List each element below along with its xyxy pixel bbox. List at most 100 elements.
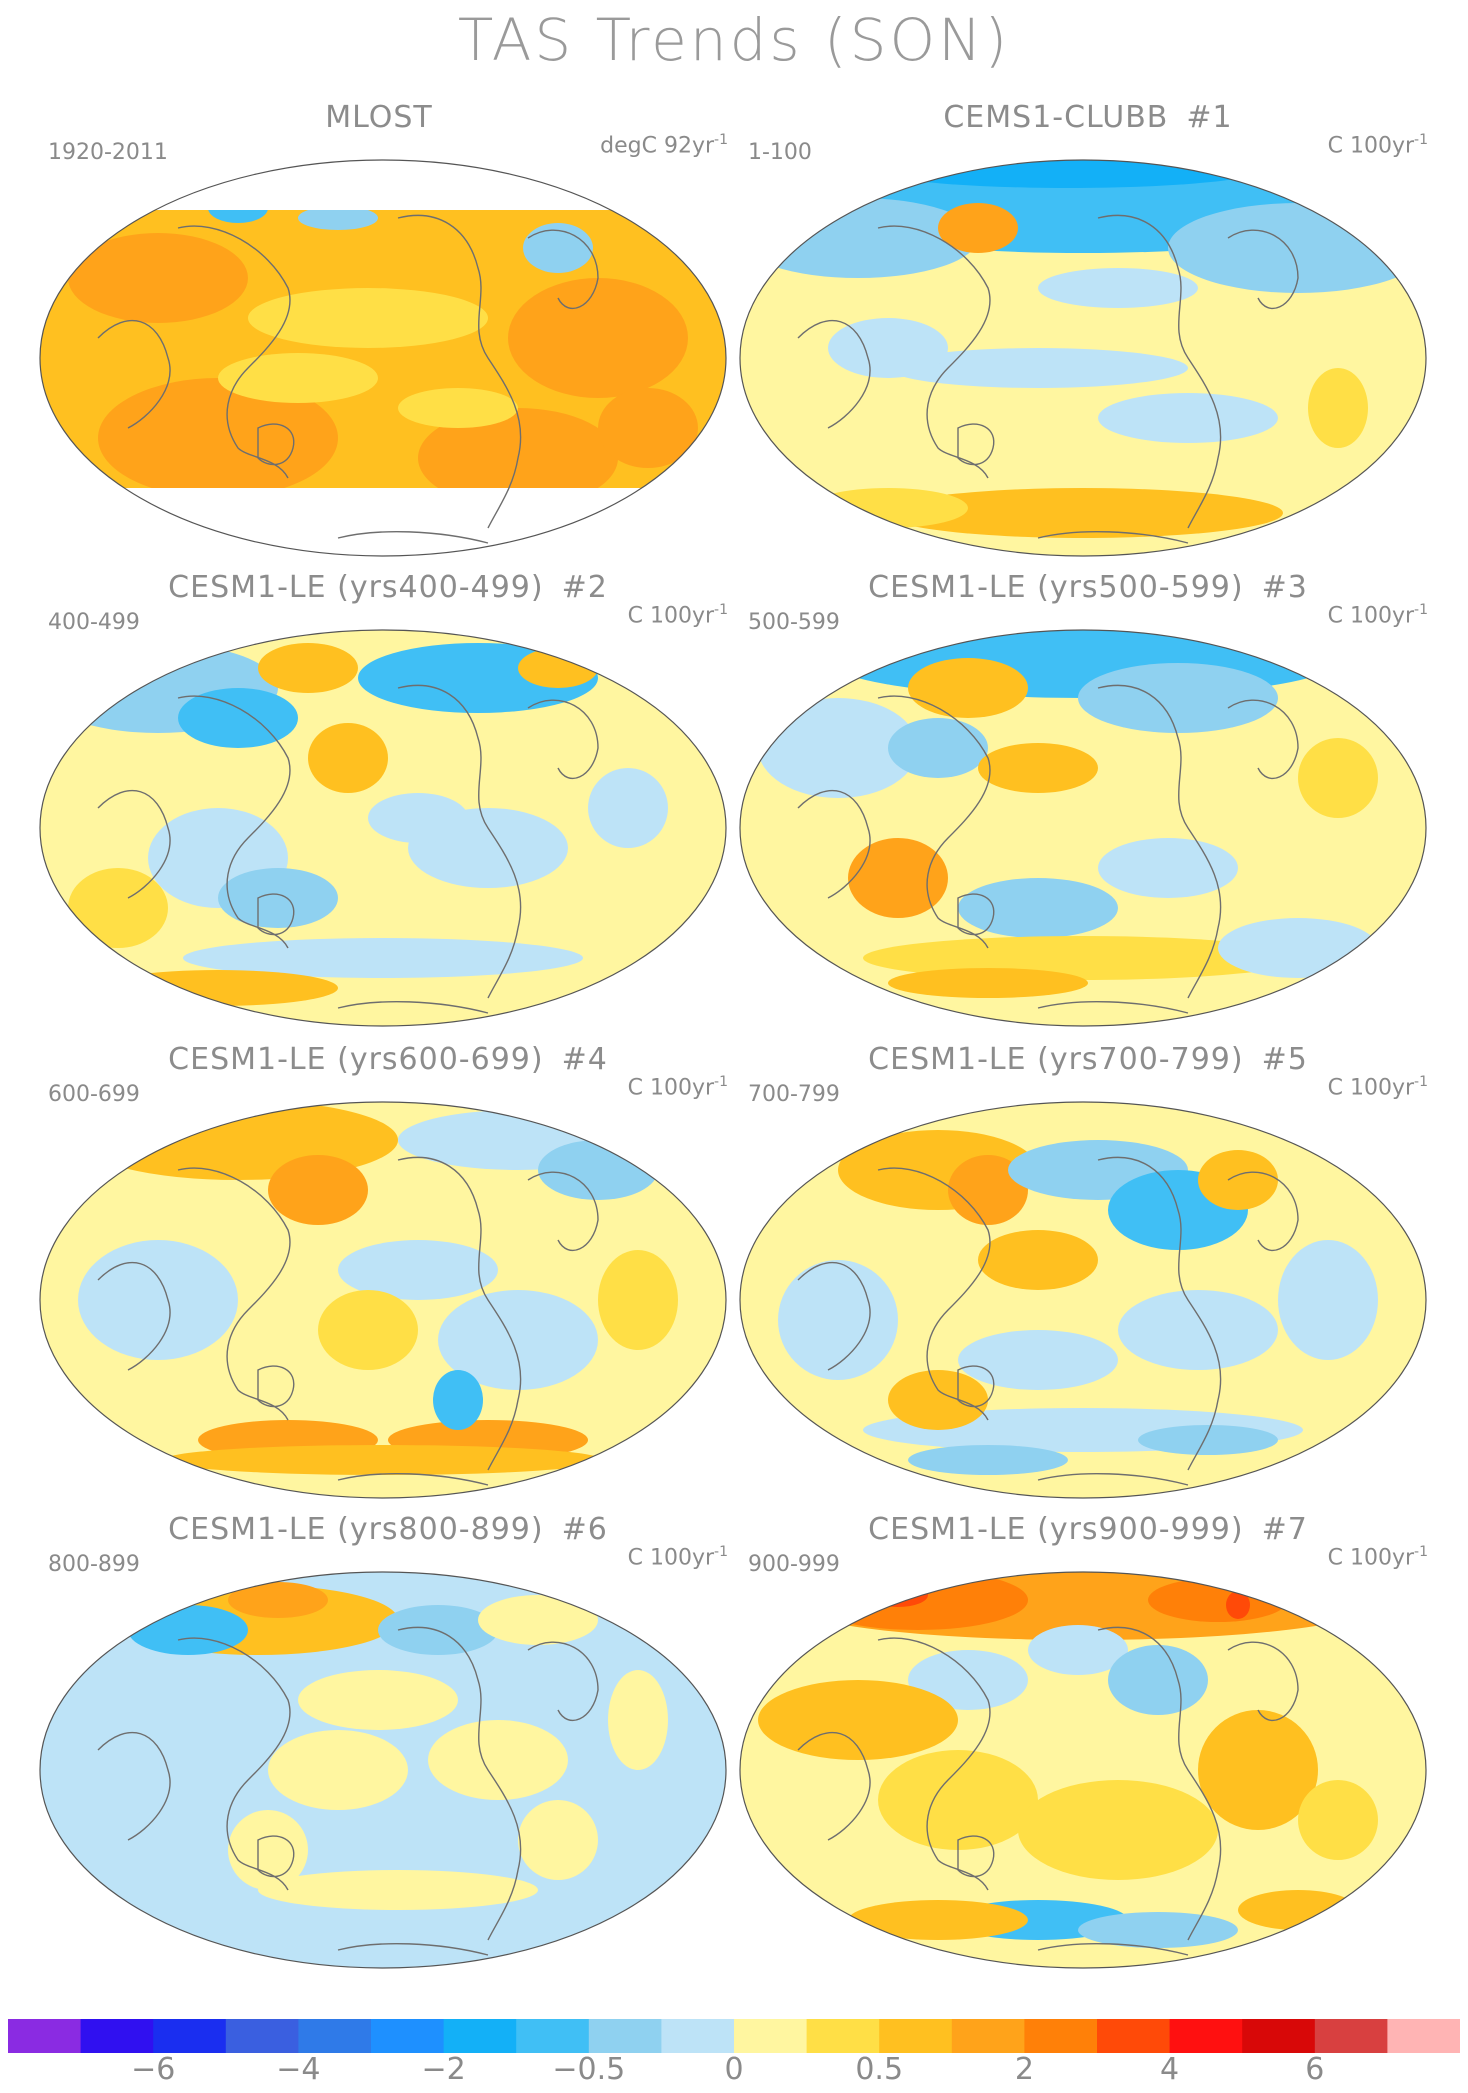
colorbar-swatch bbox=[80, 2019, 154, 2053]
trend-map bbox=[39, 629, 727, 1027]
colorbar-swatch bbox=[1242, 2019, 1316, 2053]
trend-patch bbox=[1226, 1591, 1250, 1619]
trend-patch bbox=[938, 203, 1018, 253]
trend-patch bbox=[308, 723, 388, 793]
panel-title: CESM1-LE (yrs700-799) #5 bbox=[738, 1042, 1438, 1077]
trend-patch bbox=[218, 868, 338, 928]
colorbar-swatch bbox=[588, 2019, 662, 2053]
colorbar-swatch bbox=[8, 2019, 82, 2053]
panel-title-main: CESM1-LE (yrs900-999) bbox=[868, 1512, 1244, 1547]
panel-title: CEMS1-CLUBB #1 bbox=[738, 100, 1438, 135]
panel-period: 500-599 bbox=[748, 610, 840, 635]
colorbar-tick-label: 0.5 bbox=[855, 2052, 904, 2087]
units-superscript: -1 bbox=[714, 132, 728, 148]
coastline bbox=[337, 1001, 489, 1014]
coastline bbox=[1227, 1641, 1299, 1722]
coastline bbox=[257, 893, 295, 936]
coastline bbox=[257, 1835, 295, 1878]
trend-patch bbox=[608, 1670, 668, 1770]
coastline bbox=[1037, 531, 1189, 544]
colorbar-swatch bbox=[1314, 2019, 1388, 2053]
panel-units: C 100yr-1 bbox=[1328, 1074, 1428, 1100]
trend-patch bbox=[758, 1680, 958, 1760]
trend-patch bbox=[908, 1650, 1028, 1710]
coastline bbox=[877, 695, 991, 949]
panel-title-main: CESM1-LE (yrs500-599) bbox=[868, 570, 1244, 605]
map-outline bbox=[739, 1571, 1427, 1969]
map-panel-le6: CESM1-LE (yrs800-899) #6 800-899 C 100yr-1 bbox=[38, 1512, 738, 1972]
panel-units: C 100yr-1 bbox=[628, 1074, 728, 1100]
coastline bbox=[177, 1637, 291, 1891]
map-outline bbox=[39, 1101, 727, 1499]
coastline bbox=[797, 1261, 871, 1371]
colorbar-swatch bbox=[225, 2019, 299, 2053]
trend-patch bbox=[1078, 1912, 1238, 1948]
trend-patch bbox=[888, 348, 1188, 388]
panel-number: #6 bbox=[561, 1512, 608, 1547]
panel-period: 600-699 bbox=[48, 1082, 140, 1107]
colorbar-swatch bbox=[298, 2019, 372, 2053]
coastline bbox=[877, 1167, 991, 1421]
trend-patch bbox=[1018, 1780, 1218, 1880]
units-main: C 100yr bbox=[627, 1075, 715, 1101]
map-outline bbox=[39, 1571, 727, 1969]
panel-units: C 100yr-1 bbox=[1328, 602, 1428, 628]
colorbar-swatch bbox=[1169, 2019, 1243, 2053]
figure-title: TAS Trends (SON) bbox=[457, 6, 1011, 74]
coastline bbox=[1097, 1156, 1222, 1471]
panel-number: #4 bbox=[561, 1042, 608, 1077]
trend-patch bbox=[258, 1870, 538, 1910]
coastline bbox=[1097, 684, 1222, 999]
panel-number: #1 bbox=[1186, 100, 1233, 135]
trend-patch bbox=[1078, 663, 1278, 733]
coastline bbox=[957, 1835, 995, 1878]
panel-period: 1-100 bbox=[748, 140, 812, 165]
panel-title: CESM1-LE (yrs600-699) #4 bbox=[38, 1042, 738, 1077]
trend-patch bbox=[428, 1720, 568, 1800]
map-outline bbox=[739, 1101, 1427, 1499]
trend-patch bbox=[128, 1605, 248, 1655]
colorbar-swatch bbox=[516, 2019, 590, 2053]
map-panel-le7: CESM1-LE (yrs900-999) #7 900-999 C 100yr-1 bbox=[738, 1512, 1438, 1972]
panel-title: CESM1-LE (yrs500-599) #3 bbox=[738, 570, 1438, 605]
trend-patch bbox=[398, 388, 518, 428]
trend-patch bbox=[163, 1445, 603, 1475]
panel-number: #2 bbox=[561, 570, 608, 605]
map-outline bbox=[739, 159, 1427, 557]
trend-patch bbox=[298, 206, 378, 230]
trend-patch bbox=[948, 1155, 1028, 1225]
trend-patch bbox=[268, 1155, 368, 1225]
trend-patch bbox=[368, 793, 468, 843]
coastline bbox=[337, 1473, 489, 1486]
trend-map bbox=[39, 1101, 727, 1499]
coastline bbox=[97, 319, 171, 429]
trend-patch bbox=[598, 388, 698, 468]
trend-map bbox=[739, 1571, 1427, 1969]
units-superscript: -1 bbox=[714, 602, 728, 618]
trend-map bbox=[739, 159, 1427, 557]
trend-patch bbox=[248, 288, 488, 348]
panel-title: CESM1-LE (yrs900-999) #7 bbox=[738, 1512, 1438, 1547]
coastline bbox=[1227, 1171, 1299, 1252]
trend-patch bbox=[888, 718, 988, 778]
trend-patch bbox=[828, 318, 948, 378]
trend-patch bbox=[888, 968, 1088, 998]
panel-period: 800-899 bbox=[48, 1552, 140, 1577]
panel-units: C 100yr-1 bbox=[628, 602, 728, 628]
units-main: C 100yr bbox=[1327, 1545, 1415, 1571]
trend-patch bbox=[1098, 838, 1238, 898]
trend-patch bbox=[868, 160, 1268, 188]
colorbar-tick-label: −4 bbox=[276, 2052, 321, 2087]
panel-period: 900-999 bbox=[748, 1552, 840, 1577]
coastline bbox=[527, 699, 599, 780]
panel-period: 700-799 bbox=[748, 1082, 840, 1107]
coastline bbox=[97, 1261, 171, 1371]
panel-title: MLOST bbox=[38, 100, 738, 135]
map-outline bbox=[39, 629, 727, 1027]
panel-units: C 100yr-1 bbox=[1328, 132, 1428, 158]
trend-patch bbox=[1038, 268, 1198, 308]
colorbar-tick-label: −0.5 bbox=[552, 2052, 626, 2087]
coastline bbox=[957, 1365, 995, 1408]
trend-patch bbox=[808, 488, 968, 528]
panel-period: 400-499 bbox=[48, 610, 140, 635]
